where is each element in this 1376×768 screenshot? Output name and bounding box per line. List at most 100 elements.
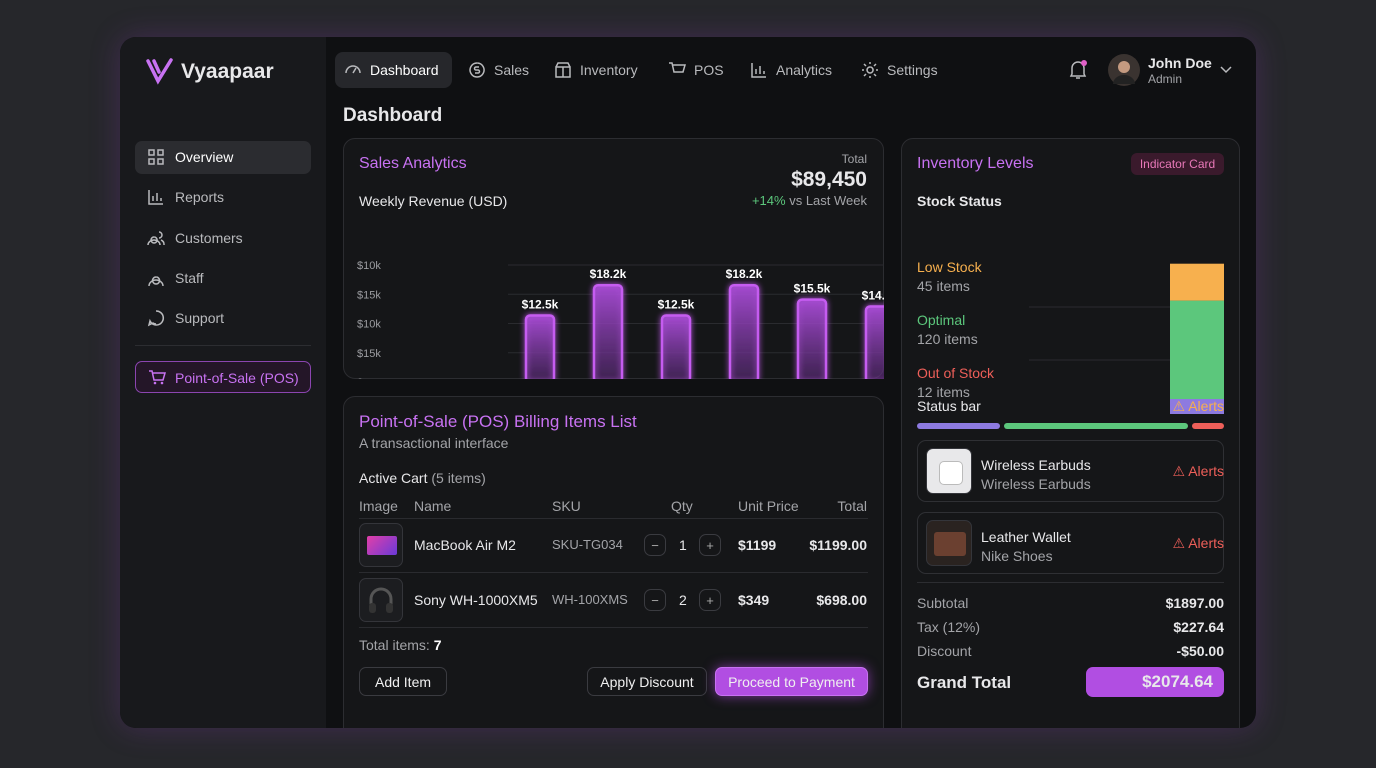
add-item-button[interactable]: Add Item bbox=[359, 667, 447, 696]
stock-category: Low Stock bbox=[917, 259, 983, 275]
qty: 1 bbox=[679, 537, 687, 553]
icon-path bbox=[751, 63, 766, 78]
stock-count: 45 items bbox=[917, 278, 970, 294]
bar-label: $12.5k bbox=[522, 298, 559, 312]
nav-icon bbox=[751, 63, 766, 78]
sidebar-active bbox=[135, 141, 311, 174]
bar bbox=[728, 283, 760, 379]
column-header: Image bbox=[359, 498, 398, 514]
cart-icon bbox=[149, 370, 166, 385]
card-subtitle: A transactional interface bbox=[359, 435, 509, 451]
product-image bbox=[359, 578, 403, 622]
badge: Indicator Card bbox=[1131, 153, 1224, 175]
nav-item[interactable]: Sales bbox=[494, 62, 530, 78]
summary-value: $1897.00 bbox=[1165, 595, 1224, 611]
stock-category: Out of Stock bbox=[917, 365, 995, 381]
card-title: Sales Analytics bbox=[359, 155, 467, 172]
qty-decrease[interactable]: − bbox=[644, 534, 666, 556]
inventory-card bbox=[901, 138, 1240, 728]
grand-total-label: Grand Total bbox=[917, 673, 1012, 692]
grand-total: $2074.64 bbox=[1086, 667, 1224, 697]
icon-path bbox=[147, 230, 165, 245]
sidebar-item[interactable]: Customers bbox=[175, 229, 243, 246]
qty-increase[interactable]: + bbox=[699, 534, 721, 556]
nav-item[interactable]: Inventory bbox=[580, 62, 638, 78]
item-status: ⚠ Alerts bbox=[1172, 463, 1224, 479]
qty: 2 bbox=[679, 592, 687, 608]
column-header: SKU bbox=[552, 498, 581, 514]
summary-label: Subtotal bbox=[917, 595, 969, 611]
icon-path bbox=[148, 190, 163, 206]
column-header: Total bbox=[837, 498, 867, 514]
summary-value: $227.64 bbox=[1173, 619, 1224, 635]
logo bbox=[146, 58, 173, 85]
item-name: Wireless Earbuds bbox=[981, 457, 1091, 473]
product-name: Sony WH-1000XM5 bbox=[414, 592, 538, 608]
sidebar-item[interactable]: Reports bbox=[175, 189, 225, 206]
status-bar-label: Status bar bbox=[917, 398, 981, 414]
product-sku: SKU-TG034 bbox=[552, 537, 623, 552]
bell-icon[interactable] bbox=[1068, 59, 1088, 81]
user-name: John Doe bbox=[1148, 55, 1212, 71]
status-segment bbox=[917, 423, 1000, 429]
avatar[interactable] bbox=[1108, 54, 1140, 86]
bar-base bbox=[1170, 399, 1224, 414]
stock-chart: Low Stock 45 items Optimal 120 items Out of … bbox=[917, 259, 1224, 414]
column-header: Name bbox=[414, 498, 452, 514]
card-title: Inventory Levels bbox=[917, 155, 1034, 172]
sidebar-icon bbox=[147, 310, 165, 327]
column-header: Qty bbox=[671, 498, 693, 514]
item-thumb bbox=[926, 448, 972, 494]
apply-discount-button[interactable]: Apply Discount bbox=[587, 667, 707, 696]
stock-category: Optimal bbox=[917, 312, 965, 328]
chevron[interactable] bbox=[1220, 65, 1232, 75]
payment-button[interactable]: Proceed to Payment bbox=[715, 667, 868, 696]
line-total: $1199.00 bbox=[809, 537, 867, 553]
y-axis-label: $10k bbox=[357, 319, 381, 331]
alerts-label: Alerts bbox=[1188, 398, 1224, 414]
sidebar-item[interactable]: Staff bbox=[175, 269, 204, 286]
y-axis-label: $15k bbox=[357, 348, 381, 360]
alerts: ⚠ Alerts bbox=[1172, 398, 1224, 414]
y-axis-label: $15k bbox=[357, 289, 381, 301]
pos-button[interactable]: Point-of-Sale (POS) bbox=[135, 361, 311, 393]
nav-item[interactable]: POS bbox=[694, 62, 724, 78]
item-status-label: Alerts bbox=[1188, 463, 1224, 479]
bar-label: $15.5k bbox=[794, 282, 831, 296]
bar bbox=[524, 314, 556, 379]
nav-item[interactable]: Dashboard bbox=[370, 62, 439, 78]
y-axis-label: 0 bbox=[357, 377, 363, 379]
icon-path bbox=[345, 65, 361, 74]
total-label: Total bbox=[841, 152, 867, 166]
item-status: ⚠ Alerts bbox=[1172, 535, 1224, 551]
icon-path bbox=[469, 62, 485, 78]
item-thumb bbox=[926, 520, 972, 566]
sidebar-item[interactable]: Support bbox=[175, 310, 225, 327]
bar bbox=[796, 298, 828, 379]
divider bbox=[917, 582, 1224, 583]
cart-label: Active Cart bbox=[359, 470, 428, 486]
icon-path bbox=[148, 149, 164, 165]
bar bbox=[660, 314, 692, 379]
qty-increase[interactable]: + bbox=[699, 589, 721, 611]
column-header: Unit Price bbox=[738, 498, 799, 514]
status-segment bbox=[1192, 423, 1224, 429]
item-name: Leather Wallet bbox=[981, 529, 1071, 545]
sidebar-icon bbox=[148, 276, 164, 287]
nav-item[interactable]: Settings bbox=[887, 62, 938, 78]
item-sub: Nike Shoes bbox=[981, 548, 1053, 564]
change-pct: +14% bbox=[751, 193, 786, 208]
summary-label: Tax (12%) bbox=[917, 619, 981, 635]
stock-title: Stock Status bbox=[917, 193, 1002, 209]
qty-decrease[interactable]: − bbox=[644, 589, 666, 611]
nav-item[interactable]: Analytics bbox=[776, 62, 833, 78]
unit-price: $1199 bbox=[738, 537, 777, 553]
summary-value: -$50.00 bbox=[1176, 643, 1224, 659]
sidebar-item[interactable]: Overview bbox=[175, 149, 234, 165]
nav-icon bbox=[555, 62, 571, 78]
stock-count: 120 items bbox=[917, 331, 978, 347]
nav-icon bbox=[669, 62, 686, 73]
icon-path bbox=[555, 62, 571, 78]
product-sku: WH-100XMS bbox=[552, 592, 628, 607]
